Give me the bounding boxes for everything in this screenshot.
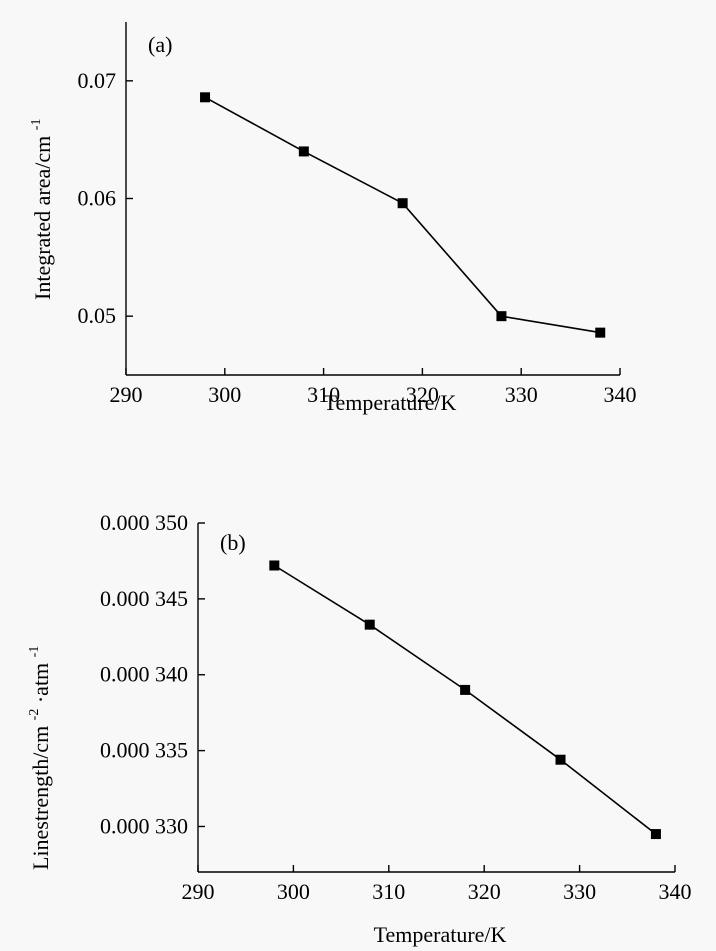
panel-a-x-tick-label: 290 (110, 382, 143, 407)
panel-a-series-line (204, 96, 601, 334)
panel-b-x-axis-title: Temperature/K (374, 922, 507, 947)
panel-b-y-tick-label: 0.000 335 (100, 738, 188, 763)
panel-a-data-point (496, 311, 507, 322)
panel-b-x-tick-label: 310 (372, 879, 405, 904)
panel-a-y-tick-label: 0.07 (78, 68, 117, 93)
panel-b-y-tick-label: 0.000 330 (100, 813, 188, 838)
panel-b-data-point (650, 829, 661, 840)
panel-a-data-point (200, 92, 211, 103)
panel-b-x-tick-label: 320 (468, 879, 501, 904)
panel-a-x-tick-label: 340 (604, 382, 637, 407)
panel-a-data-point (397, 198, 408, 209)
panel-a-label: (a) (148, 32, 172, 57)
panel-a-data-point (298, 146, 309, 157)
panel-b-data-point (555, 754, 566, 765)
panel-a-x-tick-label: 330 (505, 382, 538, 407)
panel-a-y-axis-title: Integrated area/cm -1 (29, 119, 55, 300)
panel-b-data-point (269, 560, 280, 571)
panel-b-data-point (364, 619, 375, 630)
panel-b-series-line (273, 564, 657, 835)
panel-a-x-tick-label: 300 (208, 382, 241, 407)
panel-b-x-tick-label: 290 (182, 879, 215, 904)
panel-b-y-axis-title: Linestrength/cm -2 ·atm -1 (18, 646, 53, 870)
panel-b-x-tick-label: 340 (659, 879, 692, 904)
panel-a-x-tick-label: 320 (406, 382, 439, 407)
panel-b: (b) Temperature/K Linestrength/cm -2 ·at… (18, 510, 692, 947)
panel-b-y-axis-title-mid: ·atm (28, 663, 53, 703)
panel-a-y-tick-label: 0.06 (78, 186, 117, 211)
panel-a-x-tick-label: 310 (307, 382, 340, 407)
panel-a-y-tick-label: 0.05 (78, 303, 117, 328)
panel-b-y-tick-label: 0.000 345 (100, 586, 188, 611)
panel-b-y-tick-label: 0.000 350 (100, 510, 188, 535)
panel-b-label: (b) (220, 530, 246, 555)
panel-a-data-point (595, 327, 606, 338)
panel-a: (a) Temperature/K Integrated area/cm -1 … (29, 22, 637, 415)
panel-a-y-axis-title-main: Integrated area/cm (30, 136, 55, 300)
panel-b-y-axis-title-main: Linestrength/cm (28, 726, 53, 870)
panel-a-y-axis-title-sup: -1 (29, 119, 44, 131)
panel-b-x-tick-label: 330 (563, 879, 596, 904)
panel-b-y-axis-title-sup1: -2 (27, 709, 42, 721)
panel-b-x-tick-label: 300 (277, 879, 310, 904)
panel-b-data-point (460, 684, 471, 695)
panel-a-x-axis-title: Temperature/K (324, 390, 457, 415)
panel-b-y-tick-label: 0.000 340 (100, 662, 188, 687)
panel-b-y-axis-title-sup2: -1 (27, 646, 42, 658)
